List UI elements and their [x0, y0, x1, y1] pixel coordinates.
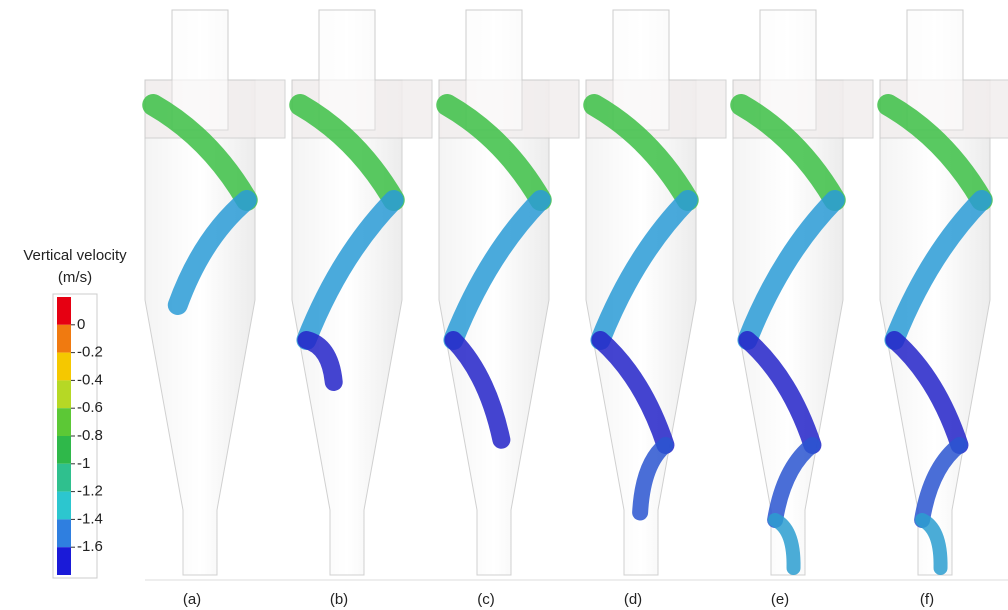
- cyclone: (c): [439, 10, 579, 608]
- panels: (a) (b) (c) (d) (e) (f): [145, 10, 1008, 608]
- legend-title: Vertical velocity: [23, 247, 127, 264]
- legend-swatch: [57, 297, 71, 325]
- legend-swatch: [57, 519, 71, 547]
- figure: Vertical velocity (m/s) (a)(b)(c)(d)(e)(…: [0, 0, 1008, 610]
- panel-label: (a): [183, 591, 201, 608]
- legend-label: 0: [77, 316, 85, 333]
- cyclone: (b): [292, 10, 432, 608]
- legend-label: -0.8: [77, 427, 103, 444]
- legend-label: -0.6: [77, 399, 103, 416]
- legend-label: -1.2: [77, 483, 103, 500]
- legend-swatch: [57, 408, 71, 436]
- legend-label: -1.6: [77, 538, 103, 555]
- panel-label: (d): [624, 591, 642, 608]
- cyclone: (a): [145, 10, 285, 608]
- cyclone: (f): [880, 10, 1008, 608]
- panel-label: (c): [477, 591, 495, 608]
- legend-swatch: [57, 464, 71, 492]
- legend-swatch: [57, 353, 71, 381]
- cyclone: (e): [733, 10, 873, 608]
- legend-swatch: [57, 547, 71, 575]
- panel-label: (f): [920, 591, 934, 608]
- cyclone: (d): [586, 10, 726, 608]
- legend-label: -1.4: [77, 510, 103, 527]
- legend-swatch: [57, 325, 71, 353]
- legend-swatch: [57, 436, 71, 464]
- legend-unit: (m/s): [58, 269, 92, 286]
- panel-label: (b): [330, 591, 348, 608]
- legend-label: -1: [77, 455, 90, 472]
- legend-label: -0.4: [77, 371, 103, 388]
- legend-label: -0.2: [77, 344, 103, 361]
- panel-label: (e): [771, 591, 789, 608]
- legend-swatch: [57, 380, 71, 408]
- legend-swatch: [57, 492, 71, 520]
